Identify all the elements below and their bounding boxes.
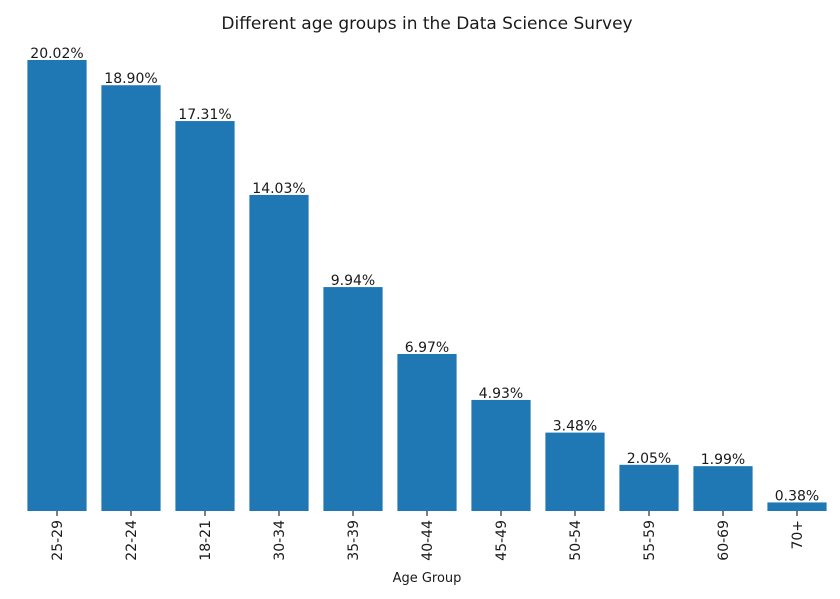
x-tick-label-18-21: 18-21 (198, 520, 214, 561)
data-label-30-34: 14.03% (252, 181, 305, 197)
x-tick-label-50-54: 50-54 (568, 520, 584, 561)
x-tick-label-30-34: 30-34 (272, 520, 288, 561)
x-tick-label-60-69: 60-69 (716, 520, 732, 561)
data-label-55-59: 2.05% (627, 451, 671, 467)
bar-70+ (767, 502, 827, 511)
x-axis-label: Age Group (393, 571, 462, 586)
chart-title: Different age groups in the Data Science… (221, 14, 632, 34)
x-tick-label-45-49: 45-49 (494, 520, 510, 561)
data-label-18-21: 17.31% (178, 107, 231, 123)
bar-60-69 (693, 466, 753, 511)
data-label-40-44: 6.97% (405, 340, 449, 356)
data-label-70+: 0.38% (775, 488, 819, 504)
bar-45-49 (471, 399, 531, 511)
data-label-45-49: 4.93% (479, 386, 523, 402)
data-label-50-54: 3.48% (553, 419, 597, 435)
bar-35-39 (323, 287, 383, 511)
data-label-60-69: 1.99% (701, 452, 745, 468)
x-tick-label-22-24: 22-24 (124, 520, 140, 561)
data-label-22-24: 18.90% (104, 71, 157, 87)
x-tick-label-35-39: 35-39 (346, 520, 362, 561)
bar-40-44 (397, 353, 457, 511)
x-tick-label-25-29: 25-29 (50, 520, 66, 561)
bar-50-54 (545, 432, 605, 511)
plot-area: 20.02% 25-29 18.90% 22-24 17.31% 18-21 14.03% 3… (27, 46, 827, 561)
x-tick-label-70+: 70+ (790, 520, 806, 550)
data-label-35-39: 9.94% (331, 273, 375, 289)
x-tick-label-55-59: 55-59 (642, 520, 658, 561)
bar-18-21 (175, 121, 235, 512)
bar-22-24 (101, 85, 161, 511)
x-tick-label-40-44: 40-44 (420, 520, 436, 561)
bar-55-59 (619, 464, 679, 511)
bar-25-29 (27, 60, 87, 511)
data-label-25-29: 20.02% (30, 46, 83, 62)
bar-30-34 (249, 194, 309, 511)
